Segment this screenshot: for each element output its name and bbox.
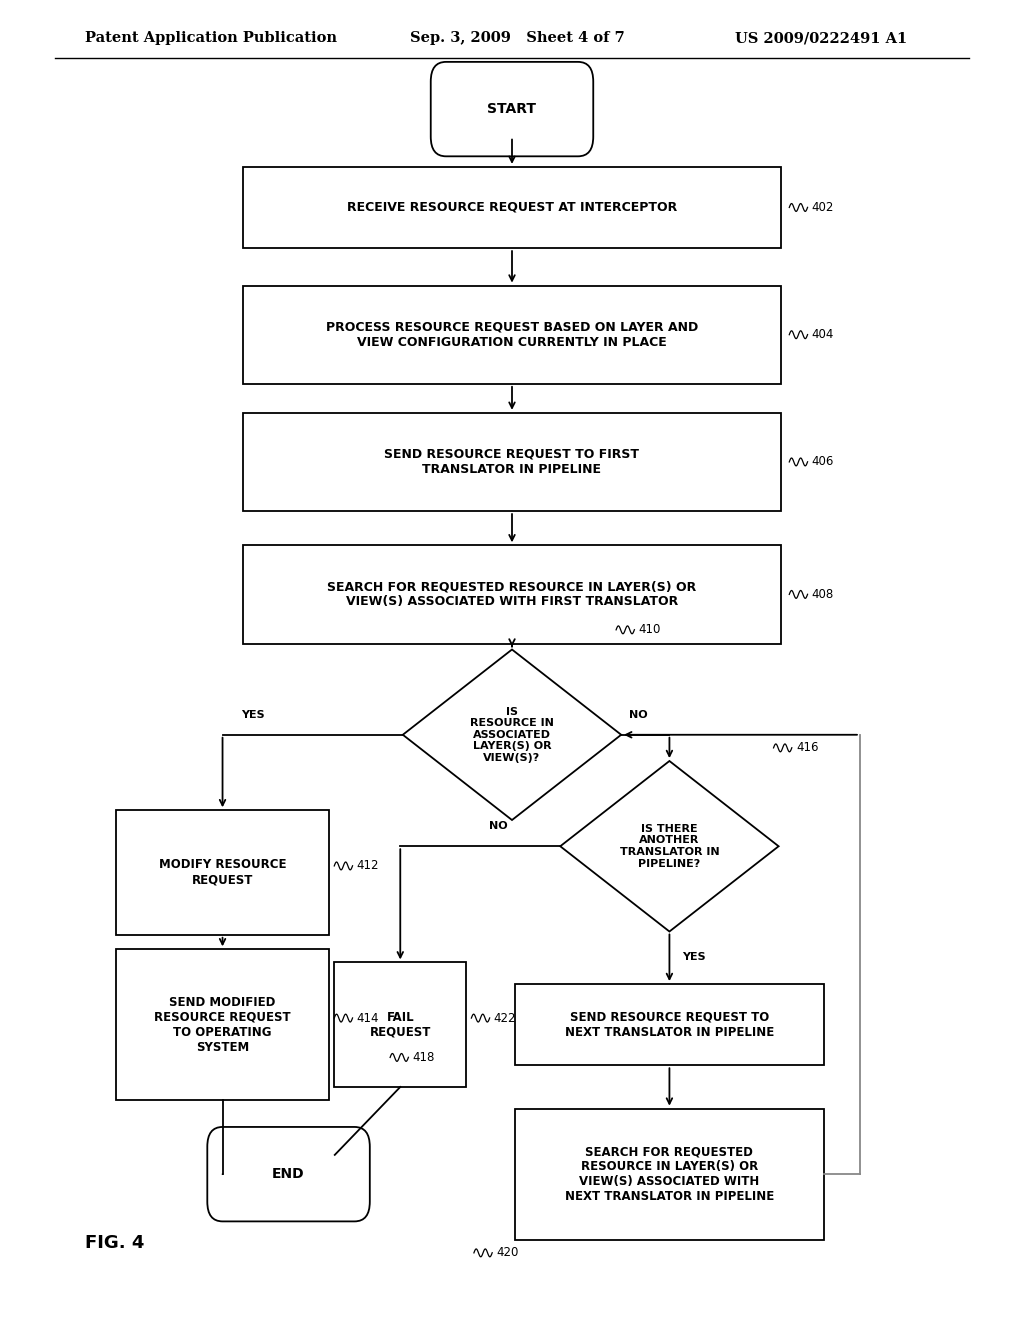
Text: FAIL
REQUEST: FAIL REQUEST <box>370 1011 431 1039</box>
Text: FIG. 4: FIG. 4 <box>85 1234 144 1251</box>
Text: 408: 408 <box>812 587 834 601</box>
Text: IS THERE
ANOTHER
TRANSLATOR IN
PIPELINE?: IS THERE ANOTHER TRANSLATOR IN PIPELINE? <box>620 824 719 869</box>
Text: NO: NO <box>489 821 508 832</box>
Text: Patent Application Publication: Patent Application Publication <box>85 32 338 45</box>
Polygon shape <box>560 762 778 932</box>
Text: 412: 412 <box>356 859 379 873</box>
Text: SEND MODIFIED
RESOURCE REQUEST
TO OPERATING
SYSTEM: SEND MODIFIED RESOURCE REQUEST TO OPERAT… <box>155 995 291 1053</box>
Text: 418: 418 <box>413 1051 435 1064</box>
Text: 416: 416 <box>796 742 818 755</box>
Text: SEND RESOURCE REQUEST TO
NEXT TRANSLATOR IN PIPELINE: SEND RESOURCE REQUEST TO NEXT TRANSLATOR… <box>565 1011 774 1039</box>
Text: SEARCH FOR REQUESTED RESOURCE IN LAYER(S) OR
VIEW(S) ASSOCIATED WITH FIRST TRANS: SEARCH FOR REQUESTED RESOURCE IN LAYER(S… <box>328 581 696 609</box>
FancyBboxPatch shape <box>207 1127 370 1221</box>
Text: YES: YES <box>682 952 706 962</box>
Text: SEARCH FOR REQUESTED
RESOURCE IN LAYER(S) OR
VIEW(S) ASSOCIATED WITH
NEXT TRANSL: SEARCH FOR REQUESTED RESOURCE IN LAYER(S… <box>565 1146 774 1203</box>
Text: YES: YES <box>241 710 264 719</box>
Polygon shape <box>402 649 622 820</box>
FancyBboxPatch shape <box>116 949 329 1100</box>
Text: IS
RESOURCE IN
ASSOCIATED
LAYER(S) OR
VIEW(S)?: IS RESOURCE IN ASSOCIATED LAYER(S) OR VI… <box>470 706 554 763</box>
Text: NO: NO <box>630 710 648 719</box>
Text: PROCESS RESOURCE REQUEST BASED ON LAYER AND
VIEW CONFIGURATION CURRENTLY IN PLAC: PROCESS RESOURCE REQUEST BASED ON LAYER … <box>326 321 698 348</box>
Text: 406: 406 <box>812 455 834 469</box>
Text: US 2009/0222491 A1: US 2009/0222491 A1 <box>735 32 907 45</box>
FancyBboxPatch shape <box>116 810 329 935</box>
Text: 404: 404 <box>812 329 834 341</box>
Text: 414: 414 <box>356 1011 379 1024</box>
Text: SEND RESOURCE REQUEST TO FIRST
TRANSLATOR IN PIPELINE: SEND RESOURCE REQUEST TO FIRST TRANSLATO… <box>384 447 640 477</box>
FancyBboxPatch shape <box>243 166 781 248</box>
FancyBboxPatch shape <box>514 1109 824 1239</box>
Text: 420: 420 <box>497 1246 518 1259</box>
Text: 410: 410 <box>638 623 660 636</box>
Text: 422: 422 <box>494 1011 516 1024</box>
Text: RECEIVE RESOURCE REQUEST AT INTERCEPTOR: RECEIVE RESOURCE REQUEST AT INTERCEPTOR <box>347 201 677 214</box>
FancyBboxPatch shape <box>431 62 593 156</box>
FancyBboxPatch shape <box>514 983 824 1065</box>
FancyBboxPatch shape <box>243 545 781 644</box>
Text: Sep. 3, 2009   Sheet 4 of 7: Sep. 3, 2009 Sheet 4 of 7 <box>411 32 626 45</box>
Text: MODIFY RESOURCE
REQUEST: MODIFY RESOURCE REQUEST <box>159 858 287 887</box>
FancyBboxPatch shape <box>243 285 781 384</box>
Text: START: START <box>487 102 537 116</box>
Text: 402: 402 <box>812 201 834 214</box>
Text: END: END <box>272 1167 305 1181</box>
FancyBboxPatch shape <box>334 962 466 1086</box>
FancyBboxPatch shape <box>243 413 781 511</box>
